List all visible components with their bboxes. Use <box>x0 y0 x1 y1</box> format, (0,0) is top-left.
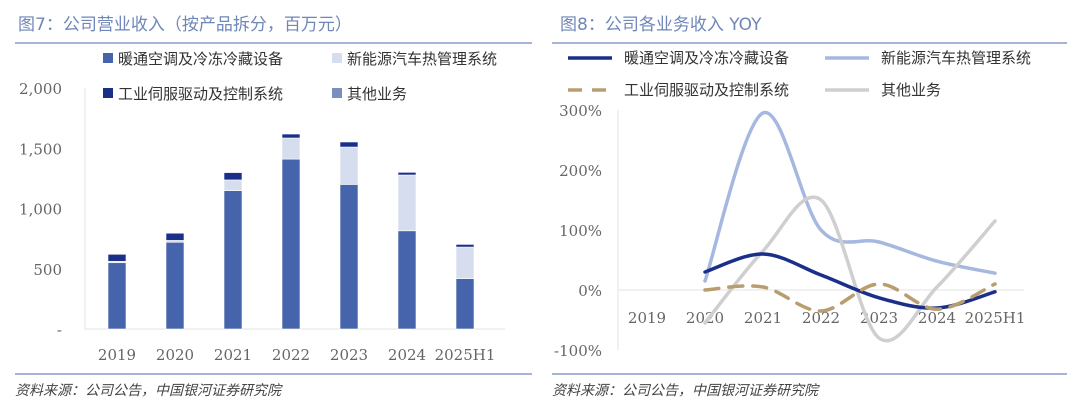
divider <box>552 373 1067 375</box>
y-tick-label: -100% <box>554 342 602 360</box>
legend-label: 暖通空调及冷冻冷藏设备 <box>118 50 283 68</box>
source-note: 资料来源：公司公告，中国银河证券研究院 <box>15 383 281 399</box>
legend-label: 新能源汽车热管理系统 <box>881 49 1031 67</box>
bar-segment <box>165 241 185 330</box>
divider <box>15 42 532 44</box>
y-tick-label: 200% <box>559 162 602 180</box>
y-tick-label: 2,000 <box>19 80 62 98</box>
legend-swatch <box>103 88 113 98</box>
x-tick-label: 2024 <box>388 346 426 364</box>
x-tick-label: 2025H1 <box>435 346 496 364</box>
legend-swatch <box>103 53 113 63</box>
bar-segment <box>339 184 359 330</box>
bar-segment <box>455 246 475 279</box>
x-tick-label: 2022 <box>802 309 840 327</box>
bar-segment <box>281 133 301 139</box>
legend-swatch <box>332 53 342 63</box>
y-tick-label: 1,000 <box>19 201 62 219</box>
bar-segment <box>455 244 475 248</box>
y-tick-label: 500 <box>33 261 62 279</box>
x-tick-label: 2024 <box>918 309 956 327</box>
bar-segment <box>339 141 359 148</box>
bar-segment <box>165 232 185 241</box>
bar-segment <box>107 262 127 330</box>
series-line <box>703 195 997 343</box>
bar-segment <box>223 172 243 181</box>
chart-title-left: 图7：公司营业收入（按产品拆分，百万元） <box>18 15 352 35</box>
legend-label: 新能源汽车热管理系统 <box>347 50 497 68</box>
x-tick-label: 2022 <box>272 346 310 364</box>
x-tick-label: 2021 <box>214 346 252 364</box>
source-note: 资料来源：公司公告，中国银河证券研究院 <box>552 383 818 399</box>
bar-segment <box>223 190 243 330</box>
bar-segment <box>339 146 359 185</box>
bar-segment <box>397 174 417 232</box>
y-tick-label: 300% <box>559 102 602 120</box>
y-tick-label: 1,500 <box>19 140 62 158</box>
x-tick-label: 2021 <box>744 309 782 327</box>
bar-segment <box>281 137 301 160</box>
y-tick-label: - <box>57 321 62 339</box>
chart-title-right: 图8：公司各业务收入 YOY <box>560 15 762 35</box>
divider <box>15 373 532 375</box>
series-line <box>703 282 997 313</box>
y-tick-label: 0% <box>578 282 602 300</box>
legend-label: 其他业务 <box>881 81 941 99</box>
bar-segment <box>223 179 243 191</box>
series-line <box>703 111 997 283</box>
legend-label: 暖通空调及冷冻冷藏设备 <box>624 49 789 67</box>
legend-label: 工业伺服驱动及控制系统 <box>118 85 283 103</box>
bar-segment <box>397 172 417 176</box>
legend-swatch <box>332 88 342 98</box>
legend-label: 工业伺服驱动及控制系统 <box>624 81 789 99</box>
series-line <box>703 252 997 310</box>
legend-label: 其他业务 <box>347 85 407 103</box>
x-tick-label: 2020 <box>156 346 194 364</box>
bar-segment <box>455 278 475 330</box>
x-tick-label: 2019 <box>628 309 666 327</box>
y-tick-label: 100% <box>559 222 602 240</box>
bar-segment <box>397 230 417 330</box>
bar-segment <box>281 158 301 330</box>
x-tick-label: 2023 <box>330 346 368 364</box>
x-tick-label: 2019 <box>98 346 136 364</box>
bar-segment <box>107 253 127 262</box>
divider <box>552 42 1067 44</box>
x-tick-label: 2025H1 <box>965 309 1026 327</box>
